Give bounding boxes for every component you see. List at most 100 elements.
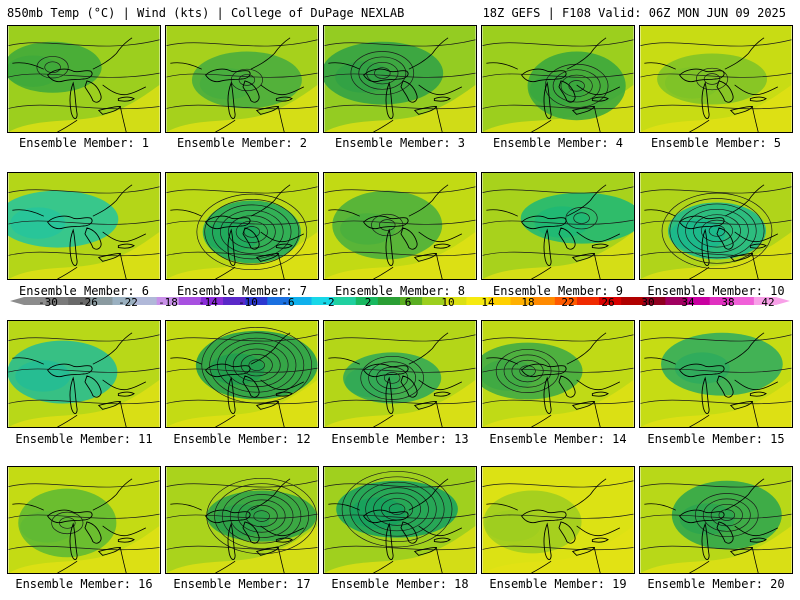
- ensemble-member-map: [481, 320, 635, 428]
- warm-region: [166, 379, 318, 427]
- member-map-svg: [166, 467, 318, 573]
- member-map-svg: [166, 321, 318, 427]
- pressure-contour: [166, 72, 318, 78]
- great-lakes-outline: [679, 509, 767, 560]
- pressure-contour: [166, 334, 318, 342]
- pressure-contour: [324, 72, 476, 78]
- member-map-svg: [324, 321, 476, 427]
- warm-region: [324, 525, 476, 573]
- colorbar-arrow-low: [10, 297, 24, 305]
- member-caption: Ensemble Member: 16: [15, 577, 153, 591]
- ensemble-member-map: [639, 172, 793, 280]
- member-caption: Ensemble Member: 3: [334, 136, 466, 150]
- pressure-contour: [482, 399, 634, 405]
- pressure-contour: [544, 63, 609, 108]
- pressure-contour: [640, 399, 792, 405]
- pressure-contour: [324, 513, 476, 519]
- member-map-svg: [640, 173, 792, 279]
- great-lakes-outline: [521, 509, 609, 560]
- colorbar-tick-label: 6: [404, 296, 412, 309]
- pressure-contour: [669, 198, 765, 264]
- ensemble-member-map: [323, 320, 477, 428]
- colorbar-arrow-high: [776, 297, 790, 305]
- colorbar-tick-label: 42: [761, 296, 775, 309]
- great-lakes-outline: [521, 215, 609, 266]
- pressure-contour: [695, 493, 759, 538]
- member-map-svg: [640, 467, 792, 573]
- cool-region: [485, 510, 541, 542]
- pressure-contour: [8, 186, 160, 194]
- colorbar-segment: [200, 297, 224, 305]
- great-lakes-outline: [363, 363, 451, 414]
- ensemble-member-map: [7, 320, 161, 428]
- member-caption: Ensemble Member: 5: [650, 136, 782, 150]
- colorbar-segment: [665, 297, 689, 305]
- pressure-contour: [324, 39, 476, 47]
- colorbar-tick-label: -22: [118, 296, 138, 309]
- member-map-svg: [166, 26, 318, 132]
- coastline: [12, 184, 147, 279]
- colorbar-segment: [510, 297, 534, 305]
- pressure-contour: [166, 186, 318, 194]
- warm-region: [640, 231, 792, 279]
- pressure-contour: [217, 337, 297, 393]
- pressure-contour: [8, 104, 160, 110]
- warm-region: [8, 379, 160, 427]
- warm-region: [640, 84, 792, 132]
- member-map-svg: [8, 467, 160, 573]
- colorbar-segment: [377, 297, 401, 305]
- pressure-contour: [204, 199, 300, 265]
- pressure-contour: [8, 334, 160, 342]
- coastline: [12, 37, 147, 132]
- pressure-contour: [224, 343, 289, 388]
- pressure-contour: [379, 219, 396, 231]
- ensemble-member-map: [165, 25, 319, 133]
- ensemble-member-map: [481, 466, 635, 574]
- coastline: [644, 184, 779, 279]
- pressure-contour: [238, 74, 256, 86]
- pressure-contour: [568, 80, 585, 92]
- member-caption: Ensemble Member: 10: [647, 284, 785, 298]
- colorbar-segment: [731, 297, 755, 305]
- member-map-svg: [482, 321, 634, 427]
- colorbar-segment: [687, 297, 711, 305]
- pressure-contour: [685, 208, 749, 253]
- pressure-contour: [573, 212, 590, 224]
- pressure-contour: [365, 487, 429, 532]
- pressure-contour: [8, 251, 160, 257]
- great-lakes-outline: [47, 509, 135, 560]
- great-lakes-outline: [47, 68, 135, 119]
- pressure-contour: [166, 39, 318, 47]
- pressure-contour: [8, 219, 160, 225]
- warm-region: [8, 525, 160, 573]
- pressure-contour: [232, 348, 281, 382]
- pressure-contour: [560, 74, 593, 98]
- temperature-colorbar: [10, 297, 790, 305]
- warm-region: [482, 84, 634, 132]
- pressure-contour: [482, 104, 634, 110]
- member-map-svg: [324, 26, 476, 132]
- pressure-contour: [661, 192, 773, 270]
- pressure-contour: [482, 367, 634, 373]
- coastline: [328, 332, 463, 427]
- pressure-contour: [8, 545, 160, 551]
- pressure-contour: [640, 513, 792, 519]
- pressure-contour: [383, 372, 401, 384]
- pressure-contour: [700, 219, 734, 243]
- colorbar-segment: [643, 297, 666, 305]
- coastline: [170, 184, 305, 279]
- pressure-contour: [324, 251, 476, 257]
- pressure-contour: [8, 399, 160, 405]
- coastline: [170, 478, 305, 573]
- coastline: [644, 37, 779, 132]
- warm-region: [482, 525, 634, 573]
- ensemble-member-map: [639, 466, 793, 574]
- colorbar-segment: [134, 297, 158, 305]
- colorbar-segment: [178, 297, 202, 305]
- ensemble-member-map: [165, 320, 319, 428]
- ensemble-member-map: [165, 466, 319, 574]
- colorbar-segment: [621, 297, 644, 305]
- pressure-contour: [324, 104, 476, 110]
- coastline: [12, 478, 147, 573]
- pressure-contour: [8, 39, 160, 47]
